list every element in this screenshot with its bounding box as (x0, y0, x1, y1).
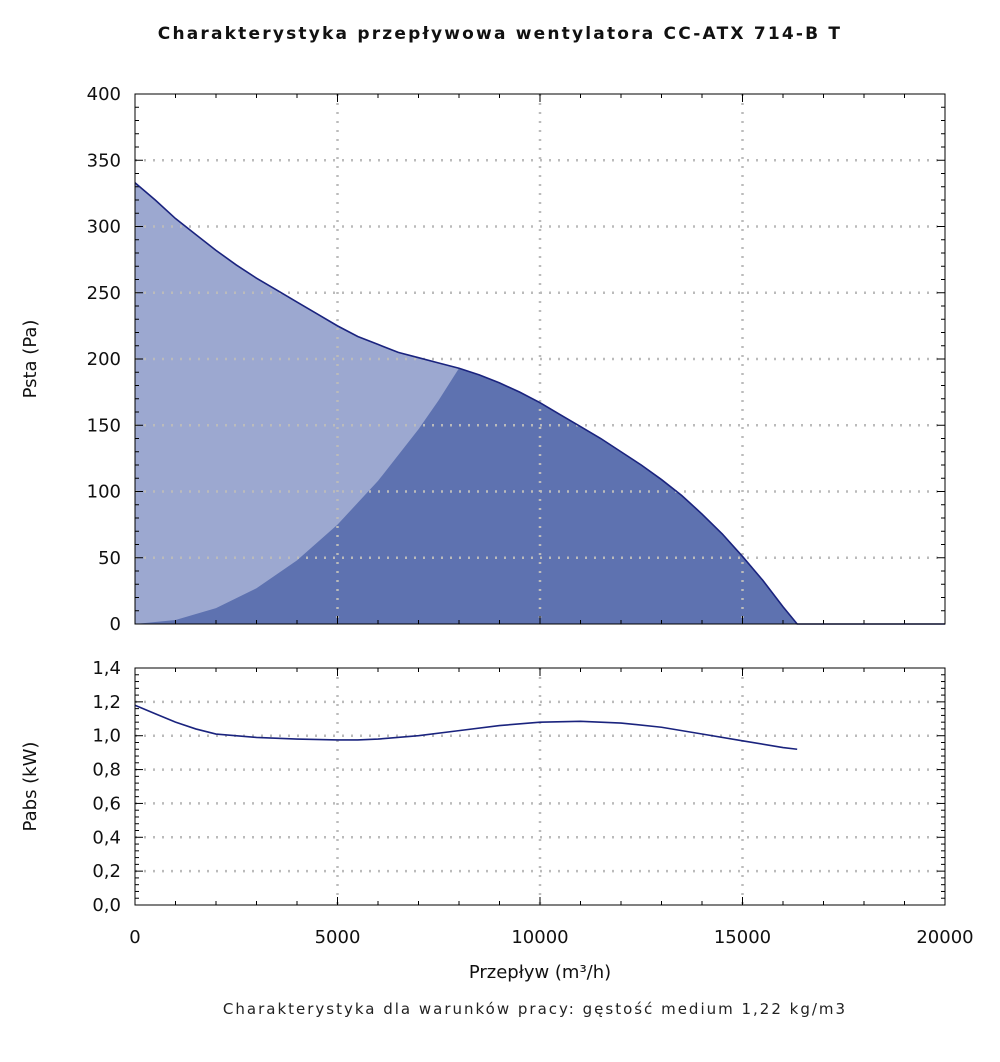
y-tick-label: 0,2 (92, 861, 121, 882)
pressure-curve (134, 182, 945, 625)
plot-frame (134, 667, 946, 906)
y-tick-label: 150 (87, 415, 121, 436)
x-tick-label: 0 (129, 927, 140, 948)
y-tick-label: 0 (110, 614, 121, 635)
power-curve (134, 704, 798, 751)
x-tick-label: 5000 (315, 927, 361, 948)
efficiency-area-dark (135, 368, 945, 624)
x-axis-label: Przepływ (m³/h) (469, 962, 611, 983)
footnote: Charakterystyka dla warunków pracy: gęst… (222, 1000, 848, 1018)
chart-title: Charakterystyka przepływowa wentylatora … (157, 24, 843, 44)
x-tick-label: 10000 (511, 927, 568, 948)
y-tick-label: 1,0 (92, 726, 121, 747)
x-tick-label: 15000 (714, 927, 771, 948)
plot-frame (134, 93, 946, 625)
y-tick-label: 400 (87, 84, 121, 105)
y-tick-label: 0,0 (92, 895, 121, 916)
y-tick-label: 0,6 (92, 793, 121, 814)
y-tick-label: 1,2 (92, 692, 121, 713)
y-axis-label-power: Pabs (kW) (20, 742, 41, 832)
y-tick-label: 300 (87, 217, 121, 238)
y-axis-label-pressure: Psta (Pa) (20, 320, 41, 399)
y-tick-label: 350 (87, 150, 121, 171)
y-tick-label: 0,4 (92, 827, 121, 848)
x-tick-label: 20000 (916, 927, 973, 948)
y-tick-label: 1,4 (92, 658, 121, 679)
y-tick-label: 0,8 (92, 760, 121, 781)
y-tick-label: 200 (87, 349, 121, 370)
y-tick-label: 250 (87, 283, 121, 304)
y-tick-label: 50 (98, 548, 121, 569)
y-tick-label: 100 (87, 482, 121, 503)
